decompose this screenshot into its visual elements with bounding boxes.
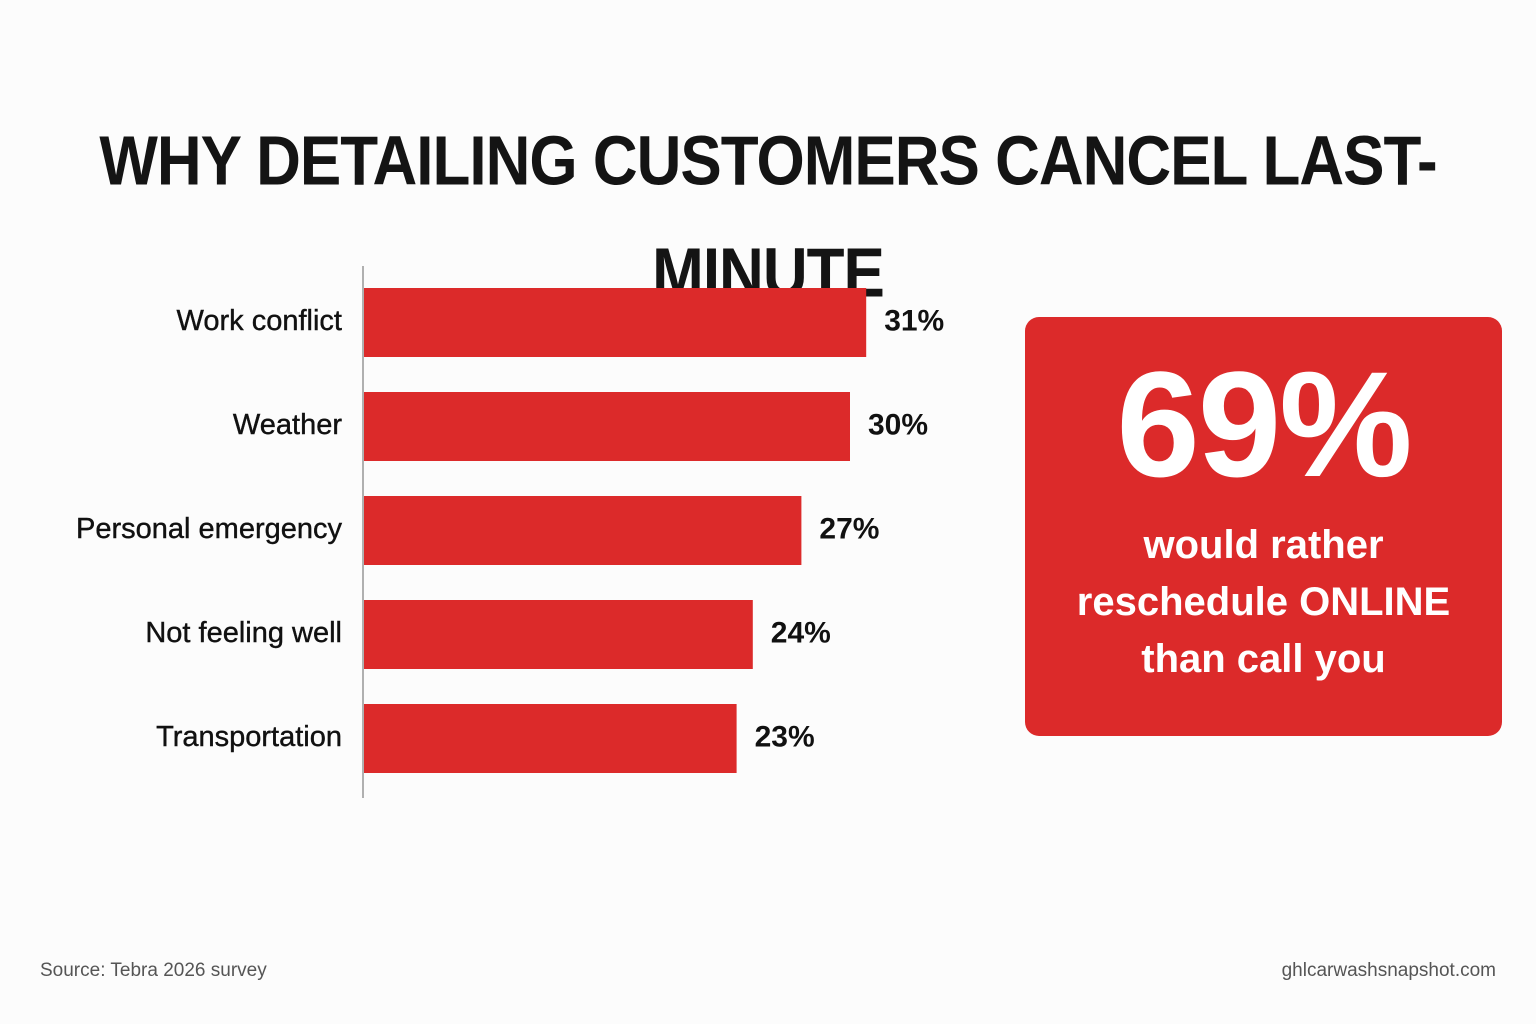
value-label: 24% [771,616,831,649]
callout-line: would rather [1143,523,1384,567]
bar [364,600,753,669]
bar [364,288,867,357]
website-credit: ghlcarwashsnapshot.com [1281,960,1496,981]
callout-line: than call you [1141,637,1386,681]
category-label: Not feeling well [145,617,342,649]
value-label: 27% [819,512,879,545]
category-label: Transportation [156,721,342,753]
bar [364,496,802,565]
callout-box: 69% would rather reschedule ONLINE than … [1025,317,1502,736]
source-note: Source: Tebra 2026 survey [40,960,267,981]
bar [364,392,850,461]
bar-chart: Work conflict 31% Weather 30% Personal emerg… [76,266,944,798]
value-label: 23% [755,720,815,753]
callout-number: 69% [1116,340,1412,508]
callout-line: reschedule ONLINE [1076,580,1451,624]
bar [364,704,737,773]
chart-title: WHY DETAILING CUSTOMERS CANCEL LAST-MINU… [99,122,1437,313]
value-label: 30% [868,408,928,441]
category-label: Weather [233,409,342,441]
category-label: Personal emergency [76,513,342,545]
value-label: 31% [884,304,944,337]
category-label: Work conflict [177,305,342,337]
callout-text: would rather reschedule ONLINE than call… [1025,517,1502,688]
